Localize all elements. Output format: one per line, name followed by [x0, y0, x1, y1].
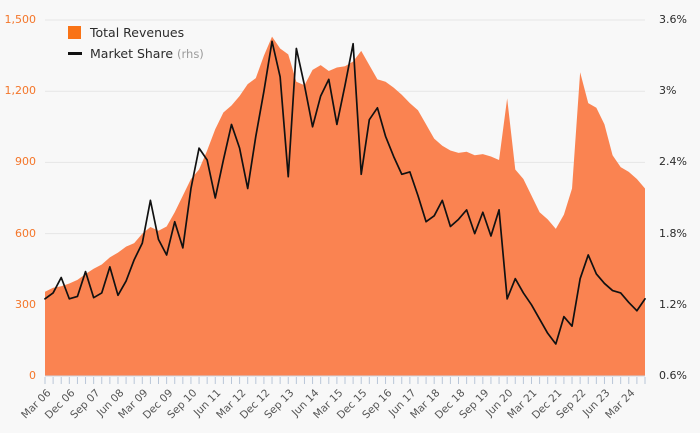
y-axis-left-tick-label: 900: [15, 155, 36, 169]
y-axis-left-tick-label: 0: [29, 369, 36, 382]
legend-square-icon: [68, 26, 81, 39]
legend-label-market-share: Market Share: [90, 46, 174, 61]
y-axis-right-tick-label: 3.6%: [659, 13, 687, 26]
legend-item-total-revenues: Total Revenues: [68, 22, 204, 43]
x-axis-ticks: [44, 377, 646, 384]
legend-item-market-share: Market Share (rhs): [68, 43, 204, 64]
chart-legend: Total Revenues Market Share (rhs): [68, 22, 204, 64]
total-revenues-area: [45, 36, 645, 377]
y-axis-left-tick-label: 1,500: [4, 13, 37, 26]
legend-line-icon: [68, 52, 82, 55]
y-axis-right-tick-label: 1.8%: [659, 226, 687, 240]
legend-sublabel-rhs: (rhs): [177, 46, 204, 61]
y-axis-right-tick-label: 1.2%: [659, 297, 687, 311]
market-share-line: [44, 40, 646, 345]
legend-label-total-revenues: Total Revenues: [90, 25, 185, 40]
y-axis-right-tick-label: 3%: [659, 84, 677, 98]
y-axis-right-tick-label: 2.4%: [659, 155, 687, 169]
y-axis-right-tick-label: 0.6%: [659, 369, 687, 382]
y-axis-left-tick-label: 1,200: [4, 84, 37, 98]
y-axis-left-tick-label: 600: [15, 226, 36, 240]
y-axis-left-tick-label: 300: [15, 297, 36, 311]
